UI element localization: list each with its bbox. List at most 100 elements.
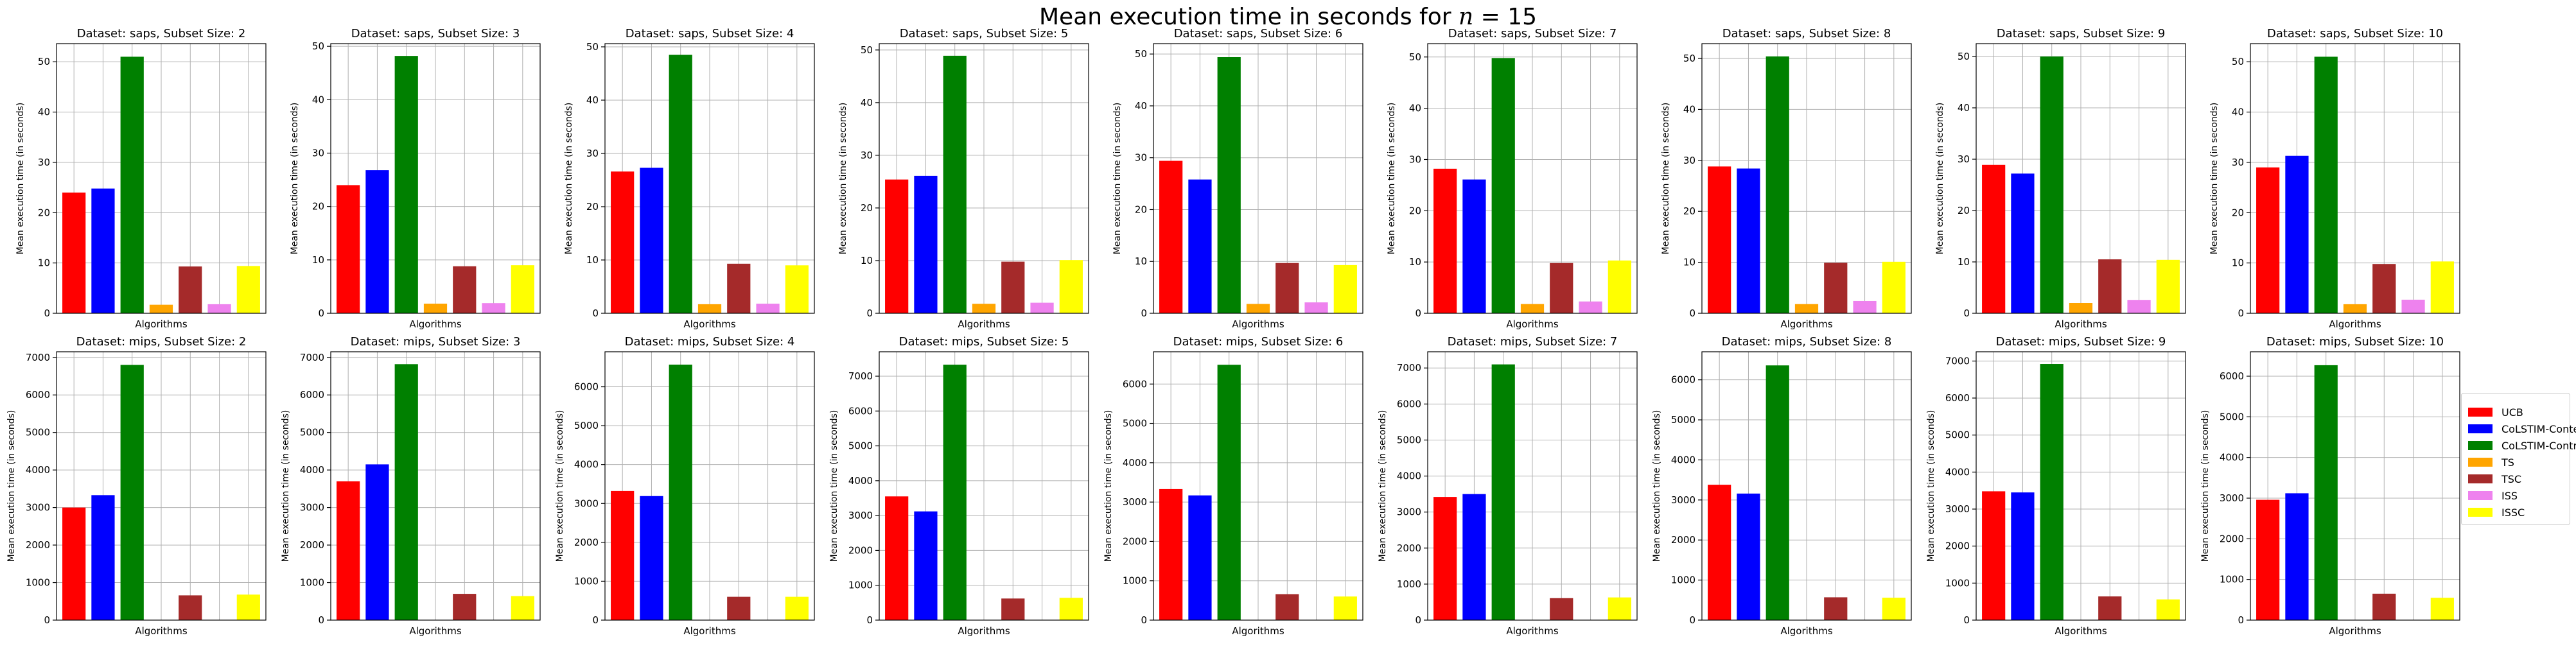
x-axis-label: Algorithms xyxy=(2329,318,2381,330)
bar-ucb xyxy=(885,179,909,313)
bar-colstim-contrast xyxy=(669,364,692,620)
bar-tsc xyxy=(2098,596,2122,620)
bar-ucb xyxy=(885,496,909,620)
bar-ucb xyxy=(611,171,635,313)
subplot-8: 0 10 20 30 40 50 Dataset: saps, Subset Size: 9… xyxy=(1935,27,2186,330)
axes-frame xyxy=(56,43,267,314)
y-tick-label: 4000 xyxy=(1397,471,1421,482)
bar-tsc xyxy=(1275,263,1299,313)
x-axis-label: Algorithms xyxy=(135,625,187,637)
subplot-1: 0 10 20 30 40 50 Dataset: saps, Subset Size: 2… xyxy=(15,27,267,330)
x-axis-label: Algorithms xyxy=(683,318,735,330)
subplot-title: Dataset: saps, Subset Size: 9 xyxy=(1997,27,2166,40)
y-tick-label: 30 xyxy=(586,148,599,159)
bar-colstim-context xyxy=(91,495,115,620)
legend-swatch-tsc xyxy=(2468,474,2493,483)
y-tick-label: 7000 xyxy=(26,352,50,363)
y-tick-label: 1000 xyxy=(1671,575,1695,586)
subplot-title: Dataset: saps, Subset Size: 7 xyxy=(1448,27,1617,40)
y-tick-label: 5000 xyxy=(574,420,599,431)
bar-tsc xyxy=(2372,593,2396,620)
axes-frame xyxy=(1976,43,2186,314)
y-tick-label: 3000 xyxy=(1123,496,1147,508)
y-tick-label: 2000 xyxy=(26,539,50,551)
bar-iss xyxy=(2401,299,2425,313)
y-tick-label: 40 xyxy=(38,107,50,118)
bar-ucb xyxy=(1159,489,1183,620)
axes-frame xyxy=(604,351,815,621)
y-tick-label: 7000 xyxy=(848,370,873,382)
bar-colstim-context xyxy=(91,188,115,313)
y-tick-label: 0 xyxy=(318,307,324,319)
bar-iss xyxy=(2127,300,2151,313)
y-tick-label: 0 xyxy=(1415,307,1421,319)
y-tick-label: 6000 xyxy=(574,381,599,393)
axes-frame xyxy=(1701,43,1912,314)
bar-colstim-contrast xyxy=(943,55,967,313)
y-tick-label: 6000 xyxy=(1945,392,1970,404)
axes-frame xyxy=(1153,43,1363,314)
bar-issc xyxy=(236,266,260,313)
axes-frame xyxy=(1153,351,1363,621)
bar-colstim-context xyxy=(914,175,938,313)
y-tick-label: 50 xyxy=(312,40,324,52)
bar-colstim-context xyxy=(2011,173,2035,313)
y-tick-label: 6000 xyxy=(2220,370,2244,382)
bar-issc xyxy=(1333,596,1357,620)
y-tick-label: 3000 xyxy=(848,510,873,521)
bar-colstim-contrast xyxy=(1491,364,1515,620)
legend-item-ts: TS xyxy=(2468,455,2514,469)
y-tick-label: 0 xyxy=(318,614,324,626)
bar-colstim-contrast xyxy=(669,55,692,313)
y-axis-label: Mean execution time (in seconds) xyxy=(1652,410,1662,562)
legend-label-colstim-context: CoLSTIM-Context xyxy=(2502,422,2576,435)
bar-ucb xyxy=(1433,497,1457,620)
bar-colstim-contrast xyxy=(2314,56,2338,313)
bar-colstim-context xyxy=(640,168,663,313)
subplot-title: Dataset: saps, Subset Size: 2 xyxy=(77,27,246,40)
y-tick-label: 50 xyxy=(1135,48,1147,60)
x-axis-label: Algorithms xyxy=(2329,625,2381,637)
bar-colstim-context xyxy=(2285,493,2309,620)
bar-colstim-context xyxy=(1737,168,1760,313)
bar-ts xyxy=(972,304,996,313)
bar-issc xyxy=(1333,264,1357,313)
bar-issc xyxy=(511,596,534,620)
x-axis-label: Algorithms xyxy=(1232,625,1284,637)
y-tick-label: 10 xyxy=(1409,256,1421,268)
y-axis-label: Mean execution time (in seconds) xyxy=(2209,103,2220,255)
y-tick-label: 30 xyxy=(2232,157,2244,168)
subplot-title: Dataset: mips, Subset Size: 6 xyxy=(1173,335,1344,349)
y-tick-label: 4000 xyxy=(1123,457,1147,469)
y-tick-label: 0 xyxy=(44,307,50,319)
bar-ucb xyxy=(337,185,360,313)
y-tick-label: 40 xyxy=(586,94,599,106)
bar-colstim-contrast xyxy=(394,56,418,313)
y-tick-label: 3000 xyxy=(574,498,599,509)
bar-iss xyxy=(1853,300,1877,313)
y-tick-label: 10 xyxy=(38,257,50,269)
bar-colstim-context xyxy=(914,511,938,620)
y-tick-label: 20 xyxy=(1683,205,1695,217)
y-tick-label: 10 xyxy=(312,254,324,266)
bar-ucb xyxy=(1159,160,1183,313)
bar-colstim-contrast xyxy=(2314,365,2338,620)
y-tick-label: 1000 xyxy=(574,575,599,587)
y-tick-label: 40 xyxy=(1958,102,1970,114)
bar-tsc xyxy=(1550,598,1573,620)
subplot-7: 0 10 20 30 40 50 Dataset: saps, Subset Size: 8… xyxy=(1661,27,1912,330)
legend-swatch-issc xyxy=(2468,508,2493,517)
x-axis-label: Algorithms xyxy=(135,318,187,330)
subplot-title: Dataset: mips, Subset Size: 10 xyxy=(2266,335,2444,349)
y-tick-label: 0 xyxy=(2238,307,2244,319)
y-axis-label: Mean execution time (in seconds) xyxy=(555,410,565,562)
bar-colstim-context xyxy=(2011,492,2035,620)
y-tick-label: 2000 xyxy=(574,537,599,548)
y-tick-label: 0 xyxy=(592,307,599,319)
legend-swatch-ucb xyxy=(2468,408,2493,417)
y-tick-label: 6000 xyxy=(1123,378,1147,390)
x-axis-label: Algorithms xyxy=(1506,318,1558,330)
axes-frame xyxy=(1427,351,1638,621)
bar-colstim-contrast xyxy=(1217,57,1241,313)
